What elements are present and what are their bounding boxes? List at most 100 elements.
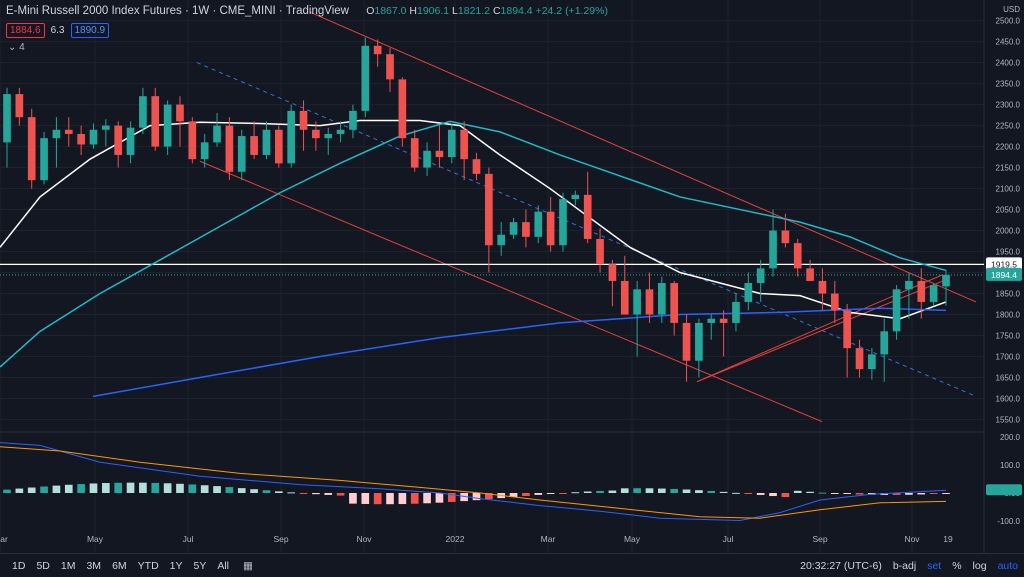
candle-body <box>929 285 938 302</box>
oscillator-bar <box>769 493 777 497</box>
candle-body <box>274 129 283 164</box>
ask-price[interactable]: 1890.9 <box>70 23 110 38</box>
oscillator-bar <box>818 492 827 494</box>
candle-body <box>571 194 580 200</box>
ohlc-readout: O1867.0 H1906.1 L1821.2 C1894.4 +24.2 (+… <box>366 5 608 17</box>
candle-body <box>806 268 814 281</box>
timeframe-5d[interactable]: 5D <box>36 559 50 572</box>
timeframe-6m[interactable]: 6M <box>112 559 127 572</box>
candle-body <box>917 280 926 302</box>
indicators-toggle[interactable]: ⌄ 4 <box>8 42 25 53</box>
candle-body <box>52 129 61 139</box>
oscillator-bar <box>682 489 691 493</box>
oscillator-bar <box>657 488 666 493</box>
candle-body <box>682 322 691 361</box>
badj-toggle[interactable]: b-adj <box>892 559 917 572</box>
timeframe-all[interactable]: All <box>217 559 230 572</box>
oscillator-bar <box>27 487 36 493</box>
oscillator-bar <box>40 486 48 493</box>
time-axis-label: Sep <box>273 534 288 544</box>
timeframe-5y[interactable]: 5Y <box>193 559 207 572</box>
candle-body <box>27 117 36 181</box>
candle-body <box>522 222 530 237</box>
oscillator-bar <box>620 488 629 493</box>
candle-body <box>336 129 345 134</box>
oscillator-bar <box>361 493 370 504</box>
candle-body <box>435 150 444 158</box>
axis-tick-label: 2300.0 <box>996 101 1021 110</box>
last-price-label-bg <box>986 267 1022 281</box>
log-toggle[interactable]: log <box>972 559 987 572</box>
time-axis: ar May Jul Sep Nov 2022 Mar May Jul Sep Nov 19 <box>0 534 953 544</box>
axis-tick-label: 1650.0 <box>996 374 1021 383</box>
candle-body <box>855 348 864 370</box>
candle-body <box>707 318 716 323</box>
oscillator-bar <box>89 483 98 493</box>
oscillator-bar <box>509 493 518 498</box>
oscillator-bar <box>633 488 641 493</box>
price-chart[interactable]: USD 2500.0 2450.0 2400.0 2350.0 2300.0 2250.0 2… <box>0 0 1024 553</box>
timeframe-ytd[interactable]: YTD <box>137 559 159 572</box>
price-axis: USD 2500.0 2450.0 2400.0 2350.0 2300.0 2250.0 2… <box>985 0 1024 553</box>
axis-tick-label: 1950.0 <box>996 248 1021 257</box>
oscillator-bar <box>188 484 197 493</box>
sma-long-line <box>92 307 947 398</box>
oscillator-bar <box>793 490 802 493</box>
oscillator-bar <box>3 489 11 493</box>
candle-body <box>830 293 839 311</box>
set-toggle[interactable]: set <box>927 559 942 572</box>
channel-upper-line <box>309 11 977 303</box>
candle-body <box>843 310 851 349</box>
candle-body <box>781 230 790 244</box>
sma-short-line <box>0 119 947 320</box>
osc-tick-label: -100.0 <box>997 517 1020 526</box>
oscillator-pane <box>0 442 950 521</box>
axis-tick-label: 2400.0 <box>996 59 1021 68</box>
oscillator-bar <box>485 493 493 500</box>
candle-body <box>818 280 827 294</box>
oscillator-bar <box>559 493 567 494</box>
timeframe-1y[interactable]: 1Y <box>169 559 183 572</box>
candle-body <box>373 45 382 55</box>
symbol-title[interactable]: E-Mini Russell 2000 Index Futures · 1W ·… <box>6 5 349 17</box>
candle-body <box>905 280 913 290</box>
oscillator-bar <box>522 493 530 496</box>
candle-body <box>225 125 234 172</box>
oscillator-bar <box>15 488 24 493</box>
oscillator-bar <box>670 488 679 493</box>
oscillator-bar <box>410 493 419 504</box>
osc-tick-label: 100.0 <box>1000 461 1021 470</box>
oscillator-bar <box>917 493 926 495</box>
clock-readout: 20:32:27 (UTC-6) <box>800 559 882 572</box>
candle-body <box>188 121 197 160</box>
oscillator-bar <box>200 485 209 493</box>
time-axis-label: May <box>624 534 641 544</box>
spread-value: 6.3 <box>50 25 65 36</box>
oscillator-bar <box>942 493 950 494</box>
oscillator-bar <box>546 493 555 494</box>
candle-body <box>657 283 666 315</box>
oscillator-bar <box>102 483 110 493</box>
candle-body <box>793 243 802 269</box>
oscillator-bar <box>126 482 135 493</box>
oscillator-bar <box>64 484 73 493</box>
oscillator-bar <box>312 493 320 495</box>
candle-body <box>942 274 950 287</box>
chevron-down-icon[interactable]: ⌄ <box>8 42 17 53</box>
candle-body <box>719 318 728 323</box>
candle-body <box>608 264 617 281</box>
percent-toggle[interactable]: % <box>952 559 962 572</box>
timeframe-3m[interactable]: 3M <box>86 559 102 572</box>
auto-toggle[interactable]: auto <box>997 559 1018 572</box>
candle-body <box>324 133 333 139</box>
timeframe-1d[interactable]: 1D <box>12 559 26 572</box>
timeframe-1m[interactable]: 1M <box>60 559 76 572</box>
macd-line <box>0 442 947 521</box>
calendar-icon[interactable]: ▦ <box>243 559 253 572</box>
signal-line <box>0 446 947 519</box>
wedge-lower <box>696 314 851 383</box>
oscillator-bar <box>262 490 271 493</box>
bid-price[interactable]: 1884.6 <box>6 23 45 38</box>
candle-body <box>410 138 419 168</box>
oscillator-bar <box>929 493 938 494</box>
